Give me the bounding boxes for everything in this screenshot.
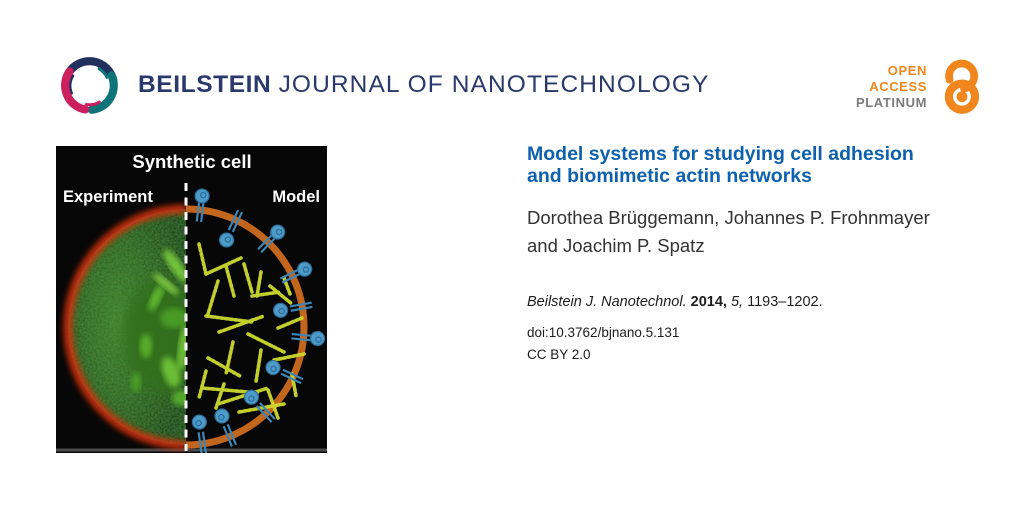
open-access-line1: OPEN <box>887 63 927 78</box>
article-authors: Dorothea Brüggemann, Johannes P. Frohnma… <box>527 207 930 256</box>
figure-title: Synthetic cell <box>132 151 251 172</box>
journal-brand: BEILSTEIN JOURNAL OF NANOTECHNOLOGY <box>56 51 709 119</box>
graphical-abstract: Synthetic cell Experiment Model <box>56 146 327 453</box>
journal-name: BEILSTEIN JOURNAL OF NANOTECHNOLOGY <box>138 71 709 99</box>
citation-pages: 1193–1202. <box>747 294 823 310</box>
experiment-label: Experiment <box>63 188 153 206</box>
open-access-text: OPEN ACCESS PLATINUM <box>856 63 927 111</box>
experiment-half-cell <box>62 203 187 451</box>
beilstein-swirl-logo <box>61 56 118 114</box>
citation: Beilstein J. Nanotechnol. 2014, 5, 1193–… <box>527 293 972 311</box>
open-access-line2: ACCESS <box>869 79 927 94</box>
open-access-badge: OPEN ACCESS PLATINUM <box>856 58 990 116</box>
journal-name-light: JOURNAL OF NANOTECHNOLOGY <box>278 71 710 98</box>
citation-journal: Beilstein J. Nanotechnol. <box>527 294 687 310</box>
article-title: Model systems for studying cell adhesion… <box>527 143 914 187</box>
citation-year: 2014, <box>690 294 727 310</box>
article-info: Model systems for studying cell adhesion… <box>527 143 972 363</box>
orange-membrane-arc <box>185 205 308 449</box>
model-half-cell <box>185 188 326 453</box>
model-label: Model <box>272 188 320 206</box>
open-access-lock-icon <box>944 59 980 114</box>
open-access-line3: PLATINUM <box>856 95 927 110</box>
doi: doi:10.3762/bjnano.5.131 <box>527 325 680 340</box>
integrin-icons <box>191 188 326 453</box>
license: CC BY 2.0 <box>527 347 591 362</box>
citation-volume: 5, <box>730 294 744 310</box>
journal-name-bold: BEILSTEIN <box>138 71 272 98</box>
